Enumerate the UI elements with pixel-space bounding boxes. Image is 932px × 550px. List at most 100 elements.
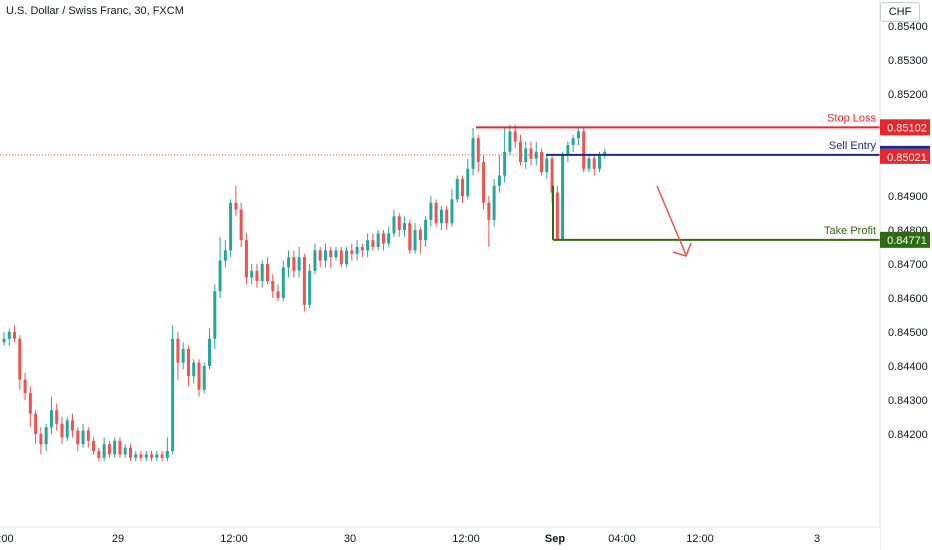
candle-body [76,430,80,445]
candle-body [450,199,454,224]
candle-body [392,216,396,234]
time-tick-label: 12:00 [452,533,480,545]
price-tick-label: 0.84300 [888,395,928,407]
candle-body [97,451,101,458]
candle-body [561,155,565,241]
candle-body [455,179,459,200]
candle-body [139,454,143,458]
price-tick-label: 0.85300 [888,55,928,67]
price-tick-label: 0.84600 [888,293,928,305]
candle-body [239,209,243,241]
candle-body [229,202,233,251]
candle-body [44,427,48,445]
candle-body [208,338,212,366]
candle-body [302,257,306,305]
candle-body [345,250,349,264]
candle-body [260,264,264,281]
candle-body [18,338,22,380]
candle-body [171,338,175,451]
candle-body [545,158,549,173]
time-axis-bg [0,527,880,550]
candle-body [49,410,53,428]
candle-body [329,250,333,258]
price-badge [880,119,930,136]
arrow-head [672,242,692,257]
candle-body [176,338,180,363]
candle-body [123,447,127,455]
candle-body [534,151,538,159]
sell-entry-marker [880,145,930,149]
candle-body [476,138,480,162]
candle-body [434,202,438,224]
price-axis-bg [880,0,932,550]
candle-body [60,423,64,438]
candle-body [34,413,38,434]
candle-body [439,209,443,224]
candle-body [113,440,117,455]
candle-body [429,202,433,220]
candle-body [318,250,322,261]
candle-body [350,250,354,254]
candle-body [255,270,259,281]
candle-body [403,223,407,230]
candle-body [482,162,486,203]
price-tick-label: 0.84200 [888,429,928,441]
candle-body [592,158,596,169]
candle-body [360,247,364,251]
time-axis: :00 29 12:00 30 12:00 Sep 04:00 12:00 3 [0,526,880,550]
candle-body [366,240,370,251]
candle-body [202,366,206,390]
candle-body [576,131,580,139]
candle-body [508,131,512,152]
candle-body [587,158,591,169]
candle-body [355,247,359,254]
time-tick-label: :00 [0,533,14,545]
candle-body [28,393,32,414]
candle-body [271,281,275,292]
candle-body [598,155,602,169]
candle-body [381,233,385,244]
time-tick-label: 12:00 [220,533,248,545]
candle-body [371,240,375,247]
candle-body [81,430,85,445]
candle-body [71,420,75,431]
candle-body [23,379,27,394]
candle-body [128,447,132,458]
candle-body [387,233,391,244]
candle-body [334,250,338,258]
candle-body [492,185,496,220]
candle-body [418,230,422,241]
candle-body [244,240,248,278]
candle-body [582,131,586,169]
price-tick-label: 0.84700 [888,259,928,271]
arrow-shaft [656,185,687,256]
price-badge [880,148,930,164]
candle-body [107,444,111,455]
candle-body [413,230,417,251]
candle-body [266,264,269,281]
candle-body [297,257,301,271]
time-tick-label: 3 [814,533,820,545]
candle-body [518,141,522,162]
candles-layer [0,124,880,462]
candle-body [150,454,154,458]
levels-layer: Stop Loss Sell Entry Take Profit [476,112,880,257]
candle-body [524,148,528,162]
time-tick-label: 04:00 [608,533,636,545]
candle-body [603,151,607,156]
candle-body [181,349,185,363]
candle-body [466,168,470,196]
price-tick-label: 0.84900 [888,191,928,203]
candle-body [503,151,507,176]
candle-body [540,151,544,173]
candle-body [460,179,464,196]
candle-body [7,332,11,339]
price-badge [880,231,930,248]
candle-body [186,349,190,377]
currency-button[interactable]: CHF [880,2,920,22]
time-tick-label: 12:00 [686,533,714,545]
candle-body [287,257,291,268]
price-badge-label: 0.85102 [887,122,927,134]
candle-body [308,270,312,305]
